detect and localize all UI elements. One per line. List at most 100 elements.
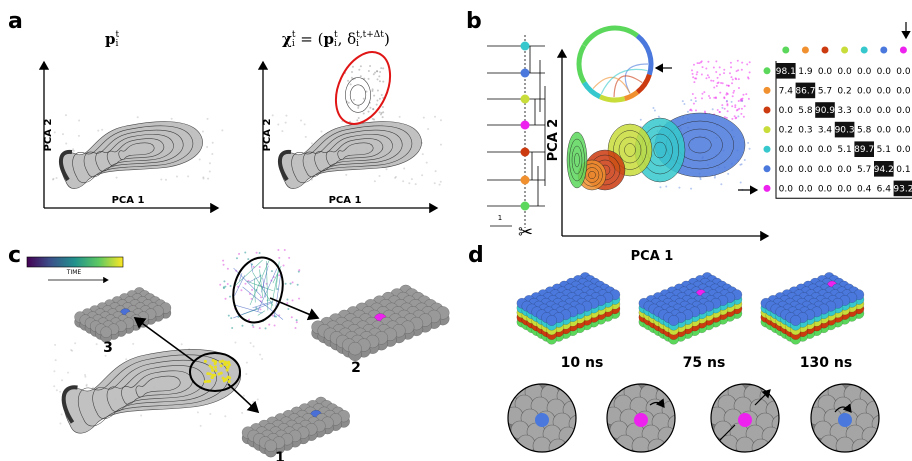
scatter-dot	[715, 71, 717, 73]
atom	[546, 315, 556, 325]
scale-label: 1	[498, 214, 502, 222]
scatter-dot	[352, 66, 354, 68]
trajectory	[260, 269, 263, 298]
trajectory-dot	[225, 298, 227, 300]
matrix-value: 0.1	[896, 165, 910, 175]
scatter-dot	[427, 128, 429, 130]
scatter-dot	[65, 142, 67, 144]
scatter-dot	[221, 129, 223, 131]
row-dot	[764, 67, 771, 74]
scatter-dot	[434, 116, 436, 118]
scatter-dot	[132, 343, 134, 345]
scatter-dot	[125, 358, 127, 360]
scatter-dot	[741, 69, 743, 71]
scatter-dot	[730, 76, 732, 78]
scatter-dot	[140, 415, 142, 417]
matrix-value: 0.0	[877, 67, 892, 77]
scatter-dot	[53, 370, 55, 372]
scatter-dot	[719, 66, 721, 68]
matrix-value: 0.0	[896, 145, 911, 155]
scatter-dot	[738, 78, 740, 80]
scatter-dot	[692, 73, 694, 75]
scatter-dot	[727, 173, 729, 175]
atom	[768, 441, 786, 459]
atom	[592, 379, 610, 397]
matrix-value: 0.0	[896, 67, 911, 77]
formula-part: )	[384, 30, 390, 48]
scatter-dot	[712, 80, 714, 82]
scatter-dot	[742, 94, 744, 96]
atom	[493, 379, 511, 397]
scatter-dot	[723, 72, 725, 74]
scatter-dot	[300, 119, 302, 121]
scatter-dot	[440, 119, 442, 121]
scatter-dot	[700, 61, 702, 63]
panel-label: c	[8, 243, 21, 268]
scatter-dot	[440, 144, 442, 146]
atom	[349, 342, 362, 355]
column-dot	[861, 47, 868, 54]
trajectory-dot	[227, 361, 230, 364]
scatter-dot	[197, 411, 199, 413]
trajectory-dot	[265, 327, 267, 329]
trajectory-dot	[228, 376, 231, 379]
state-node	[521, 148, 530, 157]
figure: a b c d PCA 2 PCA 1 PCA 2 PCA 1 ✂98.11.9…	[0, 0, 912, 461]
atom	[790, 315, 800, 325]
scatter-dot	[304, 123, 306, 125]
trajectory	[234, 268, 261, 296]
scatter-dot	[56, 177, 58, 179]
scatter-dot	[360, 75, 362, 77]
row-dot	[764, 87, 771, 94]
scatter-dot	[696, 71, 698, 73]
scatter-dot	[70, 349, 72, 351]
scatter-dot	[421, 174, 423, 176]
scatter-dot	[743, 116, 745, 118]
trajectory-dot	[240, 289, 242, 291]
scatter-dot	[658, 116, 660, 118]
scatter-dot	[55, 359, 57, 361]
scatter-dot	[372, 108, 374, 110]
scatter-dot	[369, 107, 371, 109]
trajectory-dot	[259, 308, 261, 310]
time-label: 75 ns	[683, 355, 726, 371]
scatter-dot	[212, 142, 214, 144]
scatter-dot	[252, 401, 254, 403]
scatter-dot	[369, 65, 371, 67]
trajectory-dot	[211, 374, 214, 377]
trajectory-dot	[211, 369, 214, 372]
column-dot	[802, 47, 809, 54]
scatter-dot	[97, 130, 99, 132]
scatter-dot	[137, 116, 139, 118]
scatter-dot	[665, 185, 667, 187]
matrix-value: 86.7	[795, 86, 815, 96]
matrix-value: 93.2	[893, 184, 912, 194]
scatter-dot	[719, 74, 721, 76]
scatter-dot	[749, 148, 751, 150]
column-dot	[841, 47, 848, 54]
scatter-dot	[716, 85, 718, 87]
trajectory-dot	[292, 281, 294, 283]
matrix-value: 1.9	[798, 67, 813, 77]
trajectory-dot	[204, 380, 207, 383]
scatter-dot	[250, 342, 252, 344]
trajectory-dot	[259, 266, 261, 268]
matrix-value: 0.0	[779, 106, 794, 116]
matrix-value: 0.0	[837, 67, 852, 77]
scatter-dot	[703, 91, 705, 93]
axis-label: PCA 1	[112, 195, 145, 206]
scatter-dot	[403, 167, 405, 169]
scatter-dot	[281, 130, 283, 132]
scatter-dot	[744, 105, 746, 107]
scatter-dot	[374, 180, 376, 182]
matrix-value: 89.7	[854, 145, 874, 155]
trajectory-dot	[292, 299, 294, 301]
matrix-value: 0.0	[798, 145, 813, 155]
scatter-dot	[640, 119, 642, 121]
state-node	[521, 42, 530, 51]
scatter-dot	[426, 162, 428, 164]
atom	[668, 315, 678, 325]
trajectory-dot	[291, 316, 293, 318]
highlight-atom	[535, 413, 549, 427]
zoom	[696, 379, 802, 461]
